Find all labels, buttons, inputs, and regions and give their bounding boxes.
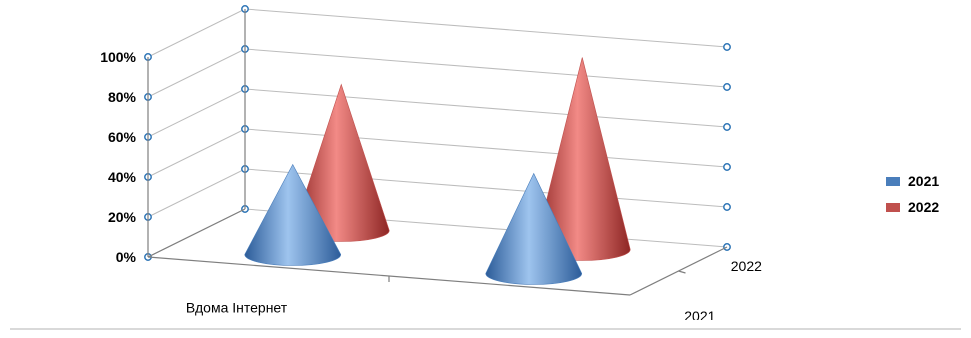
chart-svg: 0%20%40%60%80%100% Вдома ІнтернетНа робо… bbox=[100, 5, 939, 338]
y-tick-label: 80% bbox=[108, 89, 137, 105]
gridline bbox=[147, 168, 728, 218]
grid-marker bbox=[723, 43, 731, 51]
y-tick-labels: 0% 20% 40% 60% 80% 100% bbox=[100, 49, 136, 265]
grid-marker bbox=[723, 83, 731, 91]
gridline bbox=[147, 48, 728, 98]
cones bbox=[244, 57, 631, 285]
y-tick-label: 40% bbox=[108, 169, 137, 185]
x-category-label: Вдома Інтернет bbox=[186, 300, 288, 316]
cone-2021-0 bbox=[244, 163, 342, 266]
y-tick-label: 0% bbox=[116, 249, 137, 265]
cone-2021-1 bbox=[485, 172, 583, 285]
legend-swatch bbox=[886, 203, 900, 212]
y-tick-label: 100% bbox=[100, 49, 136, 65]
depth-label: 2022 bbox=[731, 258, 762, 274]
gridline bbox=[147, 8, 728, 58]
axes bbox=[147, 9, 728, 296]
gridline bbox=[147, 88, 728, 138]
legend-swatch bbox=[886, 177, 900, 186]
legend-label: 2021 bbox=[908, 173, 939, 189]
grid-marker bbox=[723, 123, 731, 131]
axis-line bbox=[147, 208, 246, 258]
bottom-divider bbox=[10, 328, 961, 330]
depth-label: 2021 bbox=[684, 308, 715, 320]
gridline bbox=[147, 128, 728, 178]
y-tick-label: 20% bbox=[108, 209, 137, 225]
grid-marker bbox=[723, 203, 731, 211]
legend-label: 2022 bbox=[908, 199, 939, 215]
gridlines bbox=[144, 5, 731, 261]
y-tick-label: 60% bbox=[108, 129, 137, 145]
gridline bbox=[147, 208, 728, 258]
grid-marker bbox=[723, 163, 731, 171]
depth-tick bbox=[678, 270, 686, 274]
legend: 2021 2022 bbox=[886, 173, 939, 215]
